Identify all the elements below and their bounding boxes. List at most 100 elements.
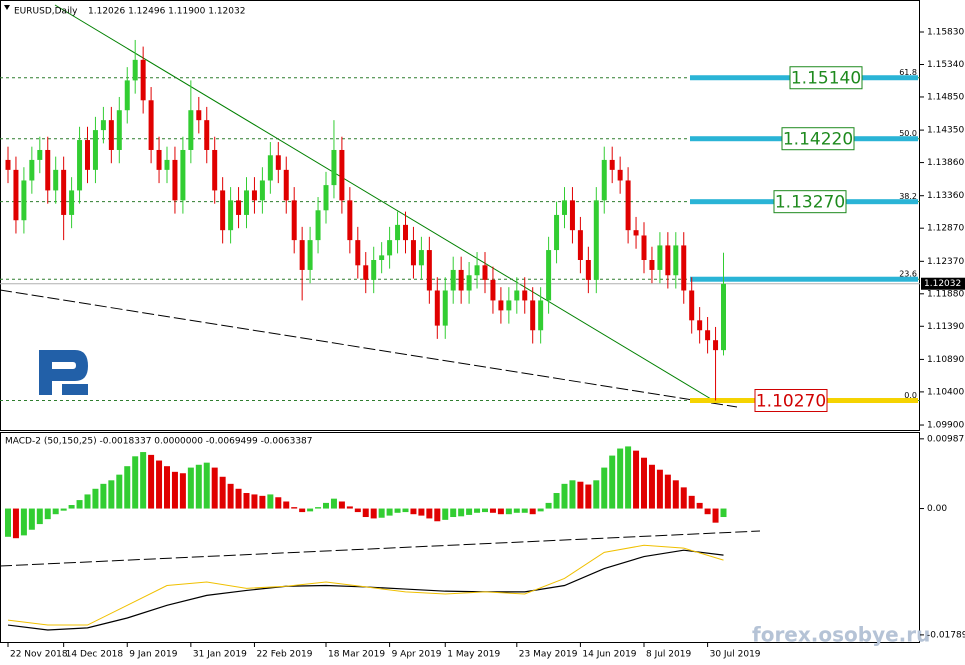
candle-body bbox=[410, 240, 416, 266]
x-tick-label: 31 Jan 2019 bbox=[193, 650, 247, 660]
macd-bar bbox=[227, 483, 234, 509]
candle-body bbox=[490, 279, 496, 301]
macd-bar bbox=[20, 508, 27, 536]
y-tick-label: 1.15830 bbox=[927, 28, 964, 38]
fib-ratio: 61.8 bbox=[899, 68, 917, 77]
y-tick-label: 1.10400 bbox=[927, 387, 964, 397]
candle-body bbox=[617, 169, 623, 181]
candle-body bbox=[530, 300, 536, 331]
macd-bar bbox=[148, 454, 155, 509]
macd-bar bbox=[585, 484, 592, 509]
macd-bar bbox=[52, 508, 59, 515]
candle-body bbox=[426, 250, 432, 291]
candle-body bbox=[172, 159, 178, 201]
candle-body bbox=[164, 159, 170, 170]
macd-bar bbox=[458, 508, 465, 517]
macd-bar bbox=[44, 508, 51, 520]
macd-bar bbox=[529, 508, 536, 515]
candle-body bbox=[609, 159, 615, 170]
fib-band bbox=[690, 276, 918, 282]
candle-body bbox=[212, 149, 218, 191]
macd-bar bbox=[195, 464, 202, 509]
logo bbox=[39, 350, 88, 395]
fib-label-box bbox=[781, 127, 855, 151]
macd-line bbox=[7, 544, 724, 626]
macd-bar bbox=[116, 474, 123, 509]
candle-body bbox=[561, 200, 567, 215]
candle-body bbox=[315, 210, 321, 241]
fib-label: 1.13270 bbox=[775, 193, 845, 213]
logo-mark bbox=[39, 350, 88, 395]
candle-body bbox=[625, 180, 631, 231]
candle-body bbox=[450, 269, 456, 291]
macd-bar bbox=[259, 495, 266, 509]
macd-bar bbox=[505, 508, 512, 515]
candle-body bbox=[29, 159, 35, 181]
macd-bar bbox=[704, 508, 711, 515]
candle-body bbox=[434, 290, 440, 326]
macd-bar bbox=[315, 507, 322, 509]
macd-bar bbox=[664, 474, 671, 509]
main-pane bbox=[0, 0, 920, 431]
candle-body bbox=[546, 250, 552, 301]
candle-body bbox=[220, 190, 226, 231]
macd-bar bbox=[84, 494, 91, 509]
candle-body bbox=[458, 269, 464, 291]
candle-body bbox=[291, 200, 297, 241]
fib-ratio: 23.6 bbox=[899, 270, 917, 279]
macd-bar bbox=[577, 481, 584, 509]
macd-bar bbox=[108, 480, 115, 509]
candle-body bbox=[673, 245, 679, 276]
candle-body bbox=[5, 159, 11, 170]
x-tick-label: 14 Jun 2019 bbox=[582, 650, 636, 660]
macd-bar bbox=[60, 508, 67, 511]
macd-bar bbox=[211, 467, 218, 509]
candle-body bbox=[705, 330, 711, 341]
candle-body bbox=[402, 224, 408, 241]
candle-body bbox=[132, 59, 138, 81]
macd-bar bbox=[593, 480, 600, 509]
fib-label: 1.15140 bbox=[791, 69, 861, 89]
macd-bar bbox=[672, 480, 679, 509]
chart-title: EURUSD,Daily bbox=[14, 7, 78, 17]
macd-bar bbox=[466, 508, 473, 515]
y-tick-label: 1.11880 bbox=[927, 289, 964, 299]
y-tick-label: 1.14850 bbox=[927, 92, 964, 102]
macd-bar bbox=[283, 501, 290, 509]
candle-body bbox=[283, 169, 289, 201]
macd-bar bbox=[68, 505, 75, 509]
macd-bar bbox=[402, 508, 409, 513]
fib-label: 1.14220 bbox=[783, 130, 853, 150]
candle-body bbox=[577, 230, 583, 261]
macd-bar bbox=[4, 508, 11, 537]
macd-bar bbox=[617, 448, 624, 509]
macd-bar bbox=[394, 508, 401, 513]
x-tick-label: 22 Feb 2019 bbox=[256, 650, 312, 660]
y-tick-label: 1.09900 bbox=[927, 421, 964, 431]
macd-bar bbox=[648, 464, 655, 509]
watermark: forex.osobye.ru bbox=[752, 623, 930, 647]
macd-bar bbox=[156, 460, 163, 509]
macd-bar bbox=[124, 466, 131, 509]
macd-bar bbox=[569, 480, 576, 509]
macd-bar bbox=[243, 493, 250, 509]
candle-body bbox=[395, 224, 401, 241]
y-tick-label: 1.13360 bbox=[927, 191, 964, 201]
candle-body bbox=[355, 240, 361, 266]
macd-bar bbox=[179, 473, 186, 509]
candle-body bbox=[307, 240, 313, 270]
macd-bar bbox=[418, 508, 425, 516]
last-price-label: 1.12032 bbox=[924, 279, 961, 289]
candle-body bbox=[108, 120, 114, 150]
macd-bar bbox=[640, 457, 647, 509]
candle-body bbox=[347, 200, 353, 241]
candle-body bbox=[148, 100, 154, 150]
macd-bar bbox=[633, 450, 640, 509]
candle-body bbox=[204, 120, 210, 150]
candle-body bbox=[124, 80, 130, 111]
fib-label-box bbox=[773, 190, 847, 214]
candle-body bbox=[37, 149, 43, 160]
y-tick-label: 1.12370 bbox=[927, 257, 964, 267]
candle-body bbox=[116, 110, 122, 150]
